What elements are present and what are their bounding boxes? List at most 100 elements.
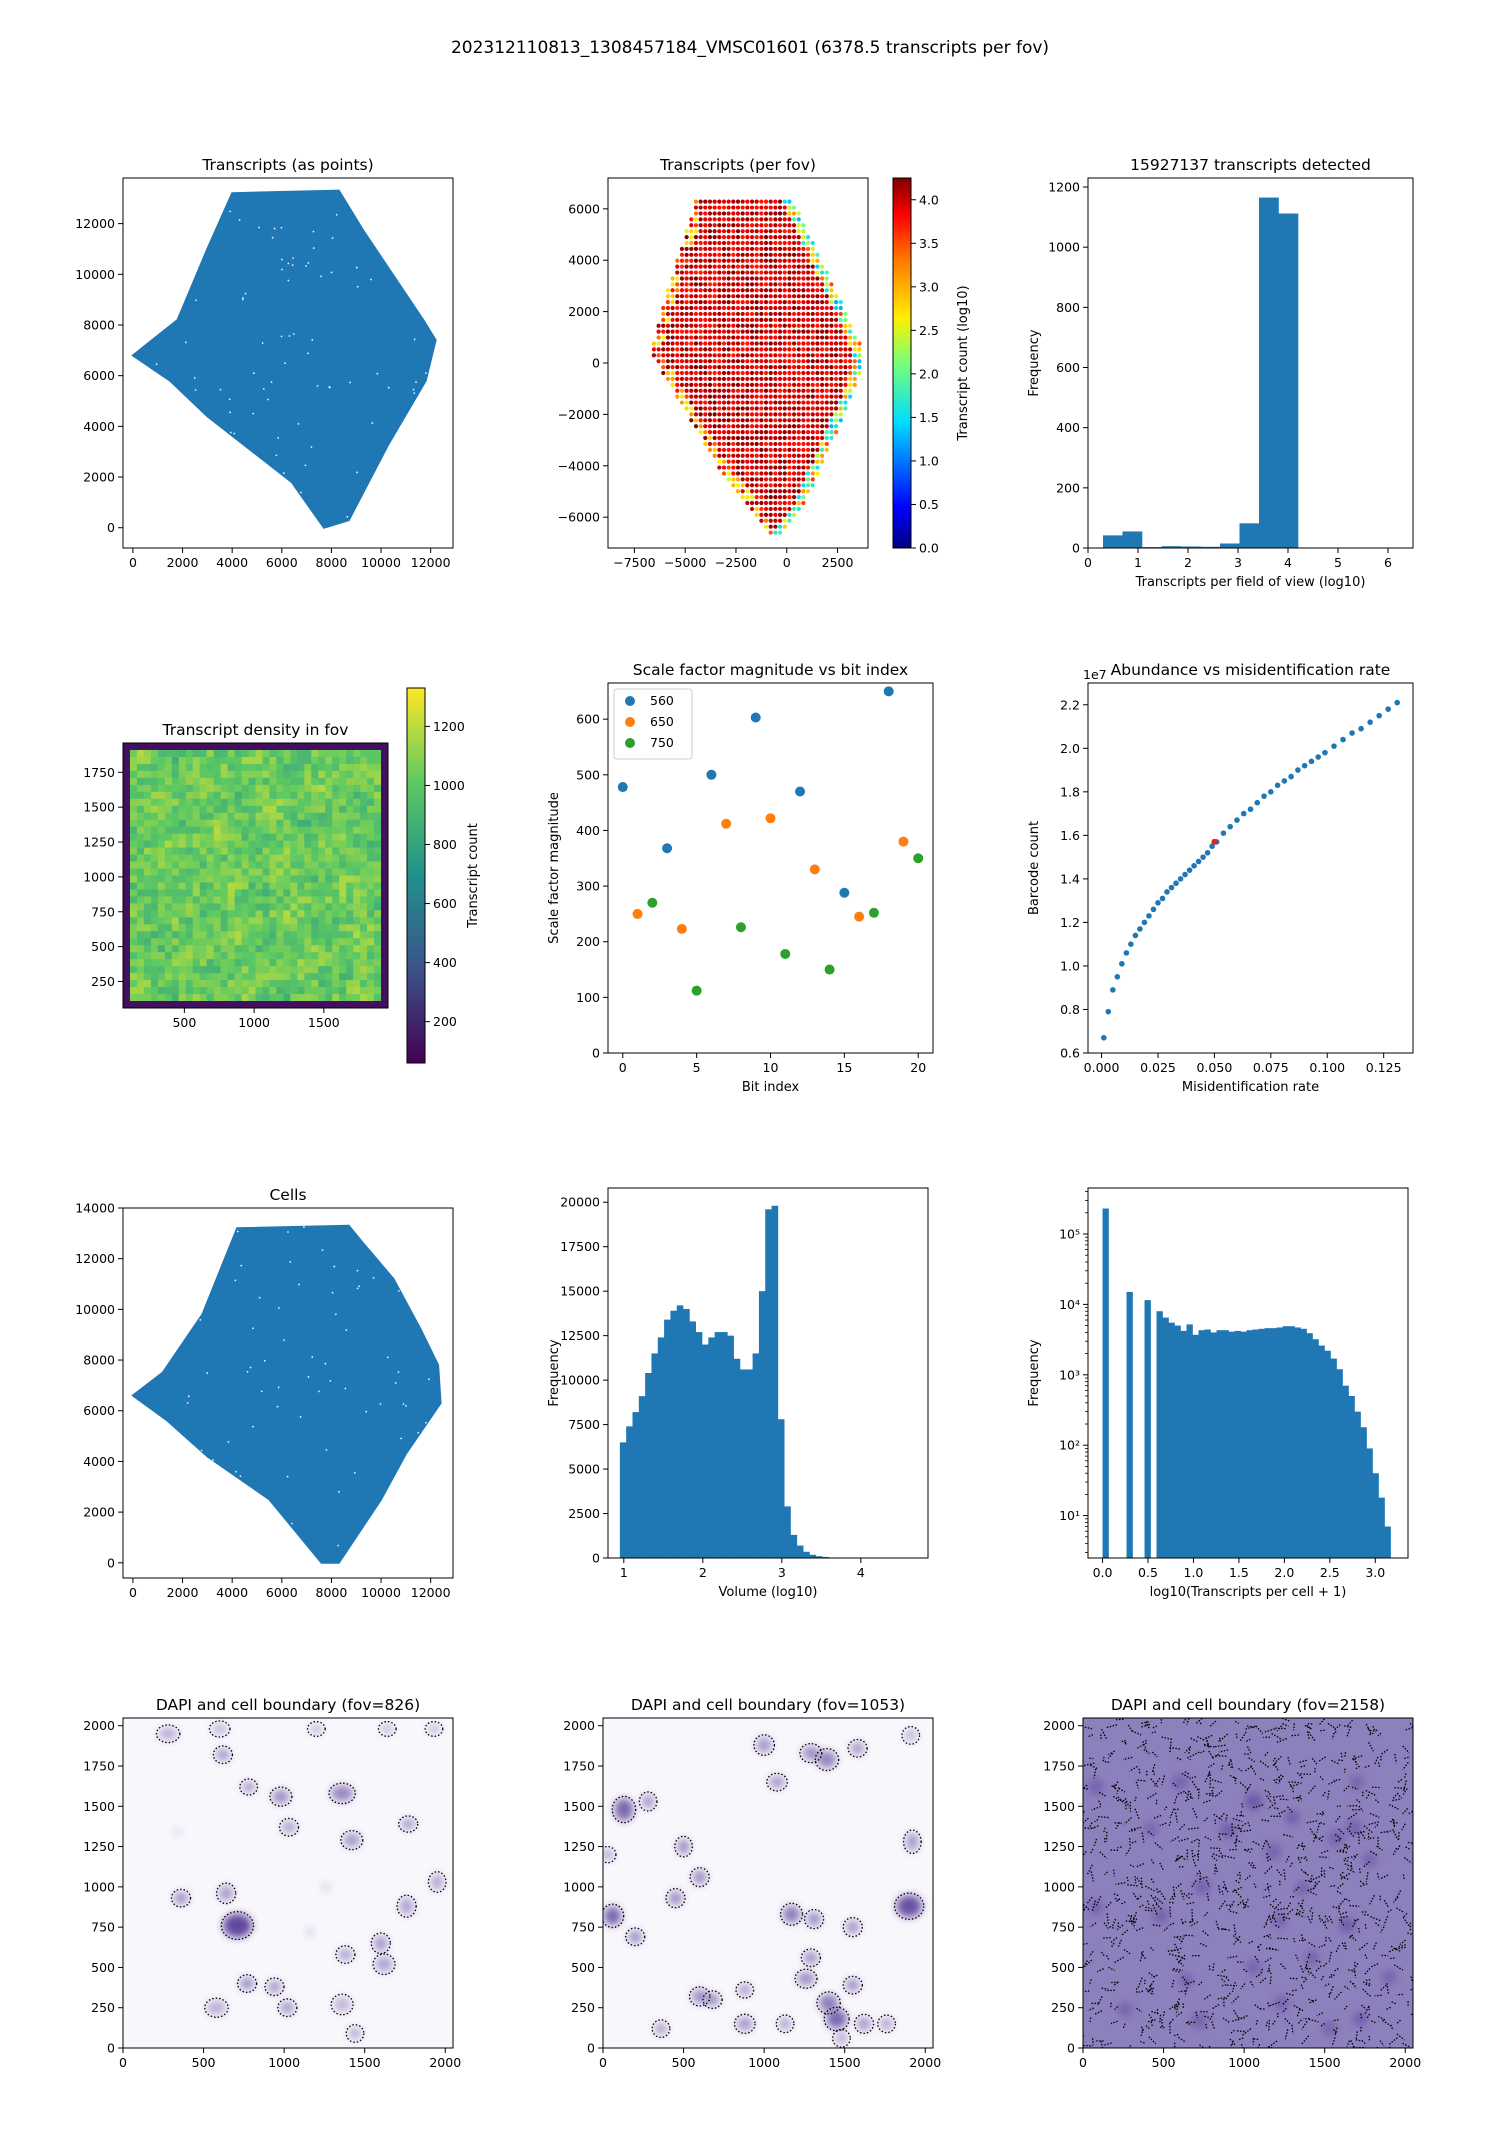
fov-point [782, 382, 787, 387]
boundary-segment [1116, 1898, 1121, 1902]
heatmap-cell [143, 875, 152, 883]
fov-point [745, 418, 750, 423]
heatmap-cell [318, 987, 326, 995]
bars [1102, 1208, 1391, 1558]
fov-point [698, 323, 703, 328]
heatmap-cell [150, 966, 159, 974]
fov-point [782, 430, 787, 435]
gap-point [228, 398, 231, 401]
boundary-segment [1209, 1786, 1216, 1789]
gap-point [277, 436, 280, 439]
fov-point [791, 282, 797, 287]
heatmap-cell [297, 980, 305, 988]
fov-point [721, 211, 727, 216]
heatmap-cell [220, 987, 229, 995]
fov-point [782, 495, 787, 500]
heatmap-cell [123, 973, 131, 981]
boundary-segment [1247, 1821, 1251, 1828]
heatmap-cell [199, 903, 208, 911]
heatmap-cell [185, 791, 194, 800]
gap-point [263, 1359, 266, 1362]
heatmap-cell [381, 770, 389, 779]
fov-point [768, 311, 773, 317]
fov-point [815, 252, 820, 257]
fov-point [703, 300, 708, 305]
fov-point [834, 418, 839, 423]
cell-boundary [328, 1782, 356, 1805]
fov-point [740, 300, 745, 305]
heatmap-cell [360, 903, 368, 911]
fov-point [721, 430, 727, 435]
fov-point [782, 311, 787, 317]
boundary-segment [1208, 1762, 1215, 1768]
heatmap-cell [171, 952, 180, 960]
fov-point [740, 323, 745, 328]
fov-point [731, 453, 736, 458]
fov-point [684, 305, 689, 311]
boundary-segment [1161, 1736, 1173, 1741]
heatmap-cell [255, 938, 263, 946]
heatmap-cell [262, 938, 270, 946]
heatmap-cell [227, 994, 235, 1002]
gap-point [328, 386, 331, 389]
fov-point [768, 229, 773, 234]
heatmap-cell [192, 973, 201, 981]
fov-point [782, 300, 787, 305]
heatmap-cell [318, 840, 326, 849]
heatmap-cell [353, 770, 361, 779]
heatmap-cell [123, 882, 131, 890]
fov-point [801, 317, 806, 322]
heatmap-cell [374, 854, 382, 862]
heatmap-cell [227, 756, 235, 765]
heatmap-cell [192, 784, 201, 793]
heatmap-cell [353, 882, 361, 890]
fov-point [796, 252, 801, 257]
heatmap-cell [283, 777, 291, 786]
fov-point [745, 406, 750, 411]
fov-point [805, 489, 811, 494]
boundary-segment [1287, 1757, 1291, 1766]
heatmap-cell [283, 903, 291, 911]
heatmap-cell [283, 812, 291, 821]
fov-point [805, 376, 811, 382]
fov-point [787, 512, 792, 517]
fov-point [810, 447, 815, 452]
fov-point [763, 441, 769, 447]
fov-point [824, 424, 829, 429]
heatmap-cell [262, 945, 270, 953]
fov-point [754, 294, 759, 299]
gap-point [320, 275, 322, 278]
chart-title: 15927137 transcripts detected [1130, 156, 1371, 174]
data-point [1132, 932, 1139, 939]
boundary-segment [1371, 1729, 1378, 1732]
heatmap-cell [367, 959, 375, 967]
fov-point [679, 388, 685, 393]
boundary-segment [1351, 1786, 1359, 1790]
boundary-segment [1259, 1968, 1264, 1976]
boundary-segment [1150, 2021, 1154, 2028]
heatmap-cell [318, 805, 326, 814]
fov-point [796, 394, 801, 399]
heatmap-cell [123, 770, 131, 779]
cell-boundary [674, 1835, 694, 1858]
fov-point [773, 347, 778, 352]
bar [803, 1551, 810, 1558]
boundary-segment [1151, 1751, 1158, 1758]
cell-boundary [278, 1817, 300, 1837]
nucleus [330, 1785, 354, 1802]
heatmap-cell [213, 798, 222, 807]
bar [645, 1373, 652, 1558]
heatmap-cell [276, 980, 284, 988]
fov-point [675, 341, 680, 346]
heatmap-cell [346, 868, 354, 876]
fov-point [838, 418, 843, 423]
nucleus [321, 1882, 331, 1892]
bar [746, 1369, 753, 1558]
heatmap-cell [283, 770, 291, 779]
heatmap-cell [241, 910, 249, 918]
heatmap-cell [213, 973, 222, 981]
boundary-segment [1145, 1720, 1150, 1729]
y-tick-label: 4000 [568, 253, 600, 268]
heatmap-cell [227, 791, 235, 800]
